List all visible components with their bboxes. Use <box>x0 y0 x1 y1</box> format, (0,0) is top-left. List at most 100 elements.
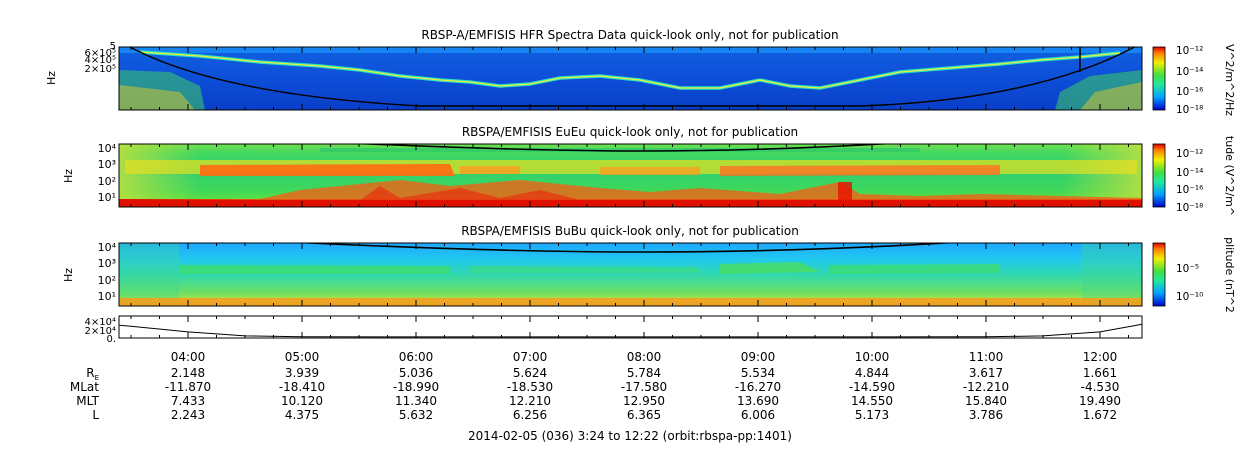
ephem-value: -17.580 <box>621 380 667 394</box>
ephem-value: 19.490 <box>1079 394 1121 408</box>
ephem-row-mlt: 7.433 10.120 11.340 12.210 12.950 13.690… <box>171 394 1121 408</box>
ephem-row-label-re: RE <box>86 366 99 382</box>
hfr-cbar-tick: 10⁻¹² <box>1176 45 1203 57</box>
line-panel: 4×10⁴ 2×10⁴ 0. <box>85 315 1143 345</box>
ephem-value: 5.784 <box>627 366 661 380</box>
hfr-colorbar-ticks: 10⁻¹² 10⁻¹⁴ 10⁻¹⁶ 10⁻¹⁸ <box>1176 45 1203 116</box>
time-tick-label: 09:00 <box>741 350 776 364</box>
ephem-value: -11.870 <box>165 380 211 394</box>
ephem-value: 6.256 <box>513 408 547 422</box>
time-tick-marks <box>130 47 1129 338</box>
ephem-value: -18.410 <box>279 380 325 394</box>
line-ytick: 0. <box>106 334 116 345</box>
eueu-cbar-tick: 10⁻¹⁸ <box>1176 202 1203 214</box>
time-axis: 04:00 05:00 06:00 07:00 08:00 09:00 10:0… <box>70 350 1121 443</box>
ephem-value: 3.786 <box>969 408 1003 422</box>
ephem-value: 2.148 <box>171 366 205 380</box>
eueu-yticks: 10⁴ 10³ 10² 10¹ <box>98 142 117 204</box>
time-tick-label: 05:00 <box>285 350 320 364</box>
bubu-ytick: 10² <box>98 274 116 287</box>
eueu-ytick: 10¹ <box>98 191 116 204</box>
time-tick-label: 06:00 <box>399 350 434 364</box>
eueu-cbar-tick: 10⁻¹⁴ <box>1176 167 1203 179</box>
bubu-ytick: 10¹ <box>98 290 116 303</box>
ephem-value: 1.672 <box>1083 408 1117 422</box>
ephem-value: 5.173 <box>855 408 889 422</box>
ephem-value: 12.950 <box>623 394 665 408</box>
hfr-ytick: 2×10⁵ <box>85 64 116 75</box>
ephem-value: -18.530 <box>507 380 553 394</box>
eueu-colorbar-label: tude (V^2/m^ <box>1223 136 1236 216</box>
ephem-value: 13.690 <box>737 394 779 408</box>
ephem-value: -14.590 <box>849 380 895 394</box>
ephem-row-l: 2.243 4.375 5.632 6.256 6.365 6.006 5.17… <box>171 408 1117 422</box>
ephem-value: 1.661 <box>1083 366 1117 380</box>
ephem-row-mlat: -11.870 -18.410 -18.990 -18.530 -17.580 … <box>165 380 1120 394</box>
ephem-value: 10.120 <box>281 394 323 408</box>
ephem-row-label-mlat: MLat <box>70 380 99 394</box>
hfr-ytick-top: 5 <box>110 41 116 52</box>
ephem-value: 4.375 <box>285 408 319 422</box>
hfr-colorbar <box>1152 46 1166 111</box>
bubu-yticks: 10⁴ 10³ 10² 10¹ <box>98 241 117 303</box>
ephem-row-label-mlt: MLT <box>76 394 99 408</box>
eueu-colorbar-ticks: 10⁻¹² 10⁻¹⁴ 10⁻¹⁶ 10⁻¹⁸ <box>1176 148 1203 214</box>
time-tick-label: 07:00 <box>513 350 548 364</box>
bubu-spectrogram-panel: RBSPA/EMFISIS BuBu quick-look only, not … <box>62 224 1236 313</box>
bubu-ylabel: Hz <box>62 268 75 282</box>
ephem-value: 5.036 <box>399 366 433 380</box>
ephem-value: 12.210 <box>509 394 551 408</box>
ephem-value: 14.550 <box>851 394 893 408</box>
eueu-ylabel: Hz <box>62 169 75 183</box>
ephem-row-label-l: L <box>92 408 99 422</box>
eueu-overlay-curve <box>350 144 896 152</box>
ephem-value: 15.840 <box>965 394 1007 408</box>
hfr-ylabel: Hz <box>45 71 58 85</box>
eueu-spectrogram-panel: RBSPA/EMFISIS EuEu quick-look only, not … <box>62 125 1236 216</box>
ephem-value: 5.534 <box>741 366 775 380</box>
ephem-value: -12.210 <box>963 380 1009 394</box>
ephem-value: 6.365 <box>627 408 661 422</box>
eueu-colorbar <box>1152 143 1166 208</box>
hfr-cbar-tick: 10⁻¹⁴ <box>1176 66 1203 78</box>
ephem-value: 6.006 <box>741 408 775 422</box>
time-tick-label: 12:00 <box>1083 350 1118 364</box>
ephem-value: 11.340 <box>395 394 437 408</box>
ephem-value: -4.530 <box>1081 380 1120 394</box>
eueu-panel-title: RBSPA/EMFISIS EuEu quick-look only, not … <box>462 125 798 139</box>
time-range-footer: 2014-02-05 (036) 3:24 to 12:22 (orbit:rb… <box>468 429 792 443</box>
time-tick-label: 10:00 <box>855 350 890 364</box>
ephem-value: 2.243 <box>171 408 205 422</box>
ephem-value: -16.270 <box>735 380 781 394</box>
ephem-value: 4.844 <box>855 366 889 380</box>
hfr-overlay-curve <box>129 47 1136 107</box>
bubu-ytick: 10⁴ <box>98 241 117 254</box>
ephem-row-re: 2.148 3.939 5.036 5.624 5.784 5.534 4.84… <box>171 366 1117 380</box>
hfr-spectrogram-panel: RBSP-A/EMFISIS HFR Spectra Data quick-lo… <box>45 28 1236 116</box>
ephem-value: -18.990 <box>393 380 439 394</box>
line-ytick: 4×10⁴ <box>85 317 116 328</box>
ephem-value: 3.939 <box>285 366 319 380</box>
line-yticks: 4×10⁴ 2×10⁴ 0. <box>85 317 116 345</box>
hfr-cbar-tick: 10⁻¹⁸ <box>1176 104 1203 116</box>
eueu-spectrogram-image <box>119 144 1142 207</box>
bubu-colorbar <box>1152 242 1166 307</box>
line-ytick: 2×10⁴ <box>85 326 116 337</box>
eueu-ytick: 10³ <box>98 158 116 171</box>
bubu-colorbar-label: plitude (nT^2 <box>1223 237 1236 313</box>
eueu-cbar-tick: 10⁻¹⁶ <box>1176 184 1203 196</box>
hfr-ytick: 4×10⁵ <box>85 55 116 66</box>
hfr-colorbar-label: V^2/m^2/Hz <box>1223 44 1236 116</box>
ephem-value: 3.617 <box>969 366 1003 380</box>
time-tick-label: 08:00 <box>627 350 662 364</box>
hfr-panel-title: RBSP-A/EMFISIS HFR Spectra Data quick-lo… <box>421 28 838 42</box>
bubu-panel-title: RBSPA/EMFISIS BuBu quick-look only, not … <box>461 224 799 238</box>
hfr-ytick: 6×10⁵ <box>85 48 116 59</box>
hfr-cbar-tick: 10⁻¹⁶ <box>1176 86 1203 98</box>
bubu-cbar-tick: 10⁻¹⁰ <box>1176 291 1203 303</box>
bubu-spectrogram-image <box>119 243 1142 306</box>
time-tick-label: 11:00 <box>969 350 1004 364</box>
bubu-overlay-curve <box>293 243 958 253</box>
ephem-value: 7.433 <box>171 394 205 408</box>
